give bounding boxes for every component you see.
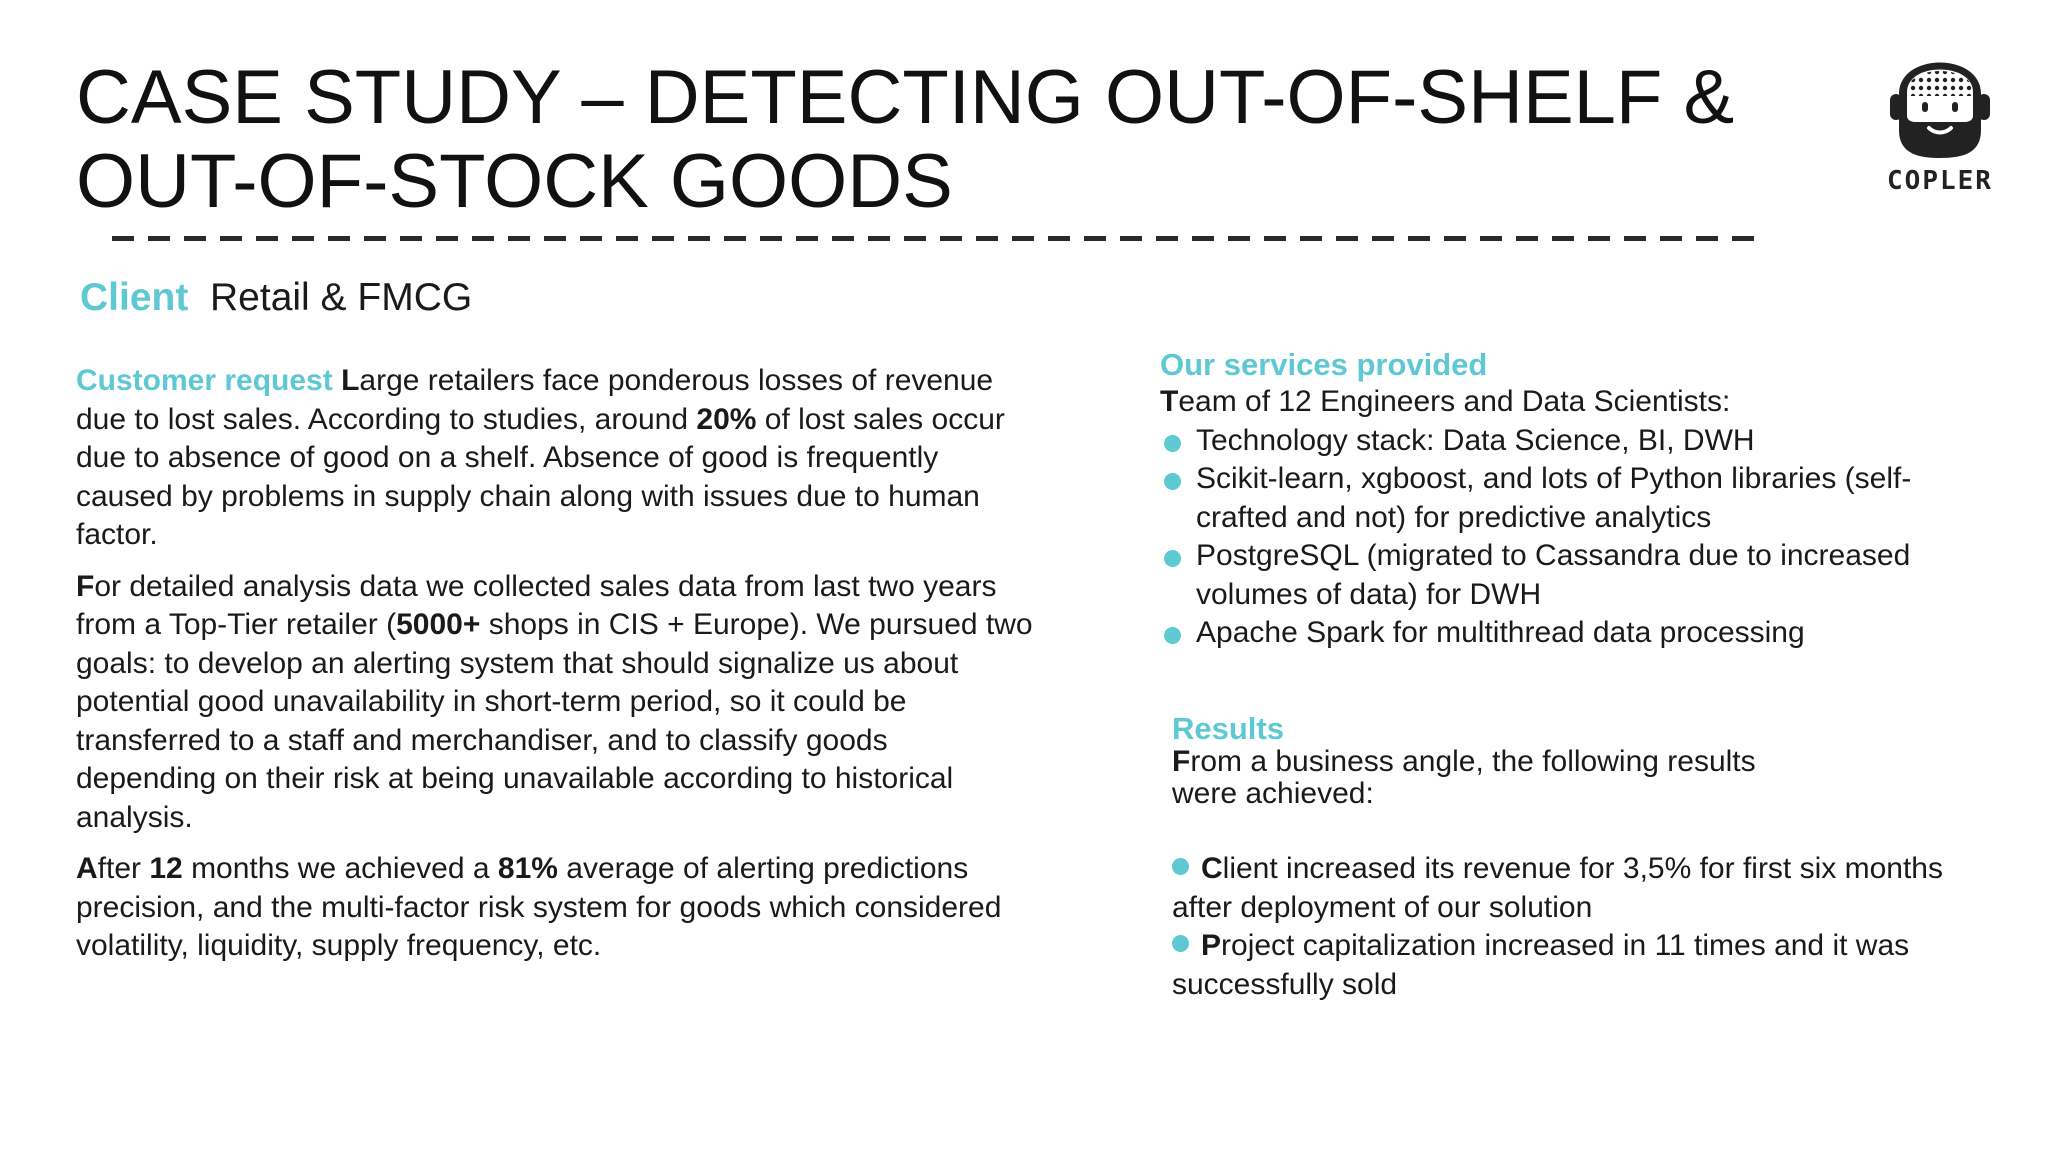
results-label: Results (1172, 711, 1284, 746)
copler-logo: COPLER (1880, 36, 2000, 206)
services-section: Our services provided Team of 12 Enginee… (1160, 347, 1940, 653)
list-item: Apache Spark for multithread data proces… (1160, 614, 1940, 653)
results-section: Results From a business angle, the follo… (1172, 712, 1972, 1004)
bullet-dot-icon (1172, 935, 1189, 952)
client-label: Client (80, 276, 189, 319)
text-run: rom a business angle, the following resu… (1190, 745, 1756, 778)
dropcap-letter: C (1201, 852, 1223, 885)
customer-request-label: Customer request (76, 364, 333, 397)
dropcap-letter: P (1201, 929, 1222, 962)
dashed-divider (112, 236, 1758, 241)
text-run: roject capitalization increased in 11 ti… (1172, 929, 1910, 1001)
list-item: Scikit-learn, xgboost, and lots of Pytho… (1160, 460, 1940, 537)
page-title: CASE STUDY – DETECTING OUT-OF-SHELF & OU… (76, 56, 1816, 224)
logo-wordmark: COPLER (1887, 166, 1993, 196)
request-paragraph-2: For detailed analysis data we collected … (76, 568, 1036, 838)
client-value: Retail & FMCG (210, 276, 473, 319)
text-run: eam of 12 Engineers and Data Scientists: (1178, 385, 1731, 418)
bullet-dot-icon (1172, 858, 1189, 875)
text-run: shops in CIS + Europe). We pursued two g… (76, 608, 1033, 834)
text-run: arge retailers face ponderous losses of … (76, 364, 994, 436)
dropcap-letter: F (76, 569, 95, 603)
services-label: Our services provided (1160, 347, 1488, 382)
text-run: average of alerting predictions precisio… (76, 852, 1002, 962)
text-run: lient increased its revenue for 3,5% for… (1172, 852, 1943, 924)
team-line: Team of 12 Engineers and Data Scientists… (1160, 383, 1940, 422)
result-item-2: Project capitalization increased in 11 t… (1172, 927, 1972, 1004)
title-line-1: CASE STUDY – DETECTING OUT-OF-SHELF & (76, 55, 1735, 140)
services-list: Technology stack: Data Science, BI, DWH … (1160, 422, 1940, 653)
dropcap-letter: L (341, 364, 360, 397)
client-line: Client Retail & FMCG (80, 276, 472, 320)
request-paragraph-3: After 12 months we achieved a 81% averag… (76, 850, 1036, 966)
customer-request-section: Customer request Large retailers face po… (76, 362, 1036, 979)
result-item-1: Client increased its revenue for 3,5% fo… (1172, 850, 1972, 927)
highlight-value: 20% (696, 402, 757, 436)
text-run: months we achieved a (182, 852, 498, 885)
dropcap-letter: F (1172, 745, 1191, 778)
text-run: fter (97, 852, 150, 885)
highlight-value: 5000+ (396, 608, 481, 641)
highlight-value: 81% (497, 852, 558, 885)
dropcap-letter: A (76, 852, 98, 885)
text-run: of lost sales occur due to absence of go… (76, 402, 1005, 552)
bearded-face-logo-icon (1890, 62, 1990, 158)
dropcap-letter: T (1160, 385, 1179, 418)
highlight-value: 12 (149, 852, 183, 885)
title-line-2: OUT-OF-STOCK GOODS (76, 139, 953, 224)
request-paragraph-1: Customer request Large retailers face po… (76, 362, 1036, 555)
results-intro: From a business angle, the following res… (1172, 746, 1972, 810)
list-item: PostgreSQL (migrated to Cassandra due to… (1160, 537, 1940, 614)
text-run: were achieved: (1172, 777, 1374, 810)
list-item: Technology stack: Data Science, BI, DWH (1160, 422, 1940, 461)
text-run: or detailed analysis data we collected s… (76, 569, 997, 642)
